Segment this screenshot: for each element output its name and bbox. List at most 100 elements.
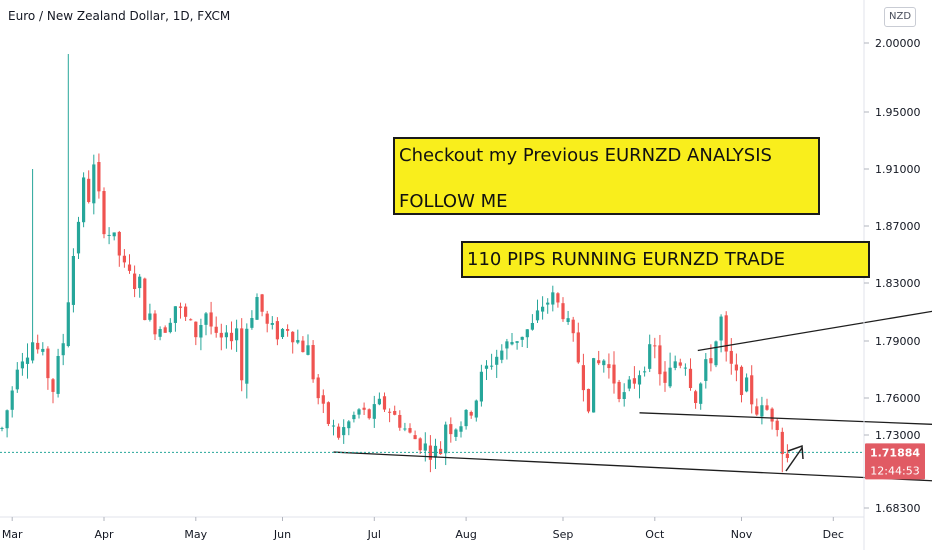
candle-body: [245, 329, 248, 384]
candle-body: [128, 265, 131, 271]
candle-body: [592, 358, 595, 412]
candle-body: [679, 362, 682, 365]
candle-body: [215, 327, 218, 333]
candle-body: [250, 318, 253, 328]
y-tick-label: 2.00000: [875, 37, 921, 50]
candle-body: [357, 409, 360, 414]
candle-body: [730, 351, 733, 364]
chart-title: Euro / New Zealand Dollar, 1D, FXCM: [8, 9, 230, 23]
candle-body: [714, 341, 717, 365]
candle-body: [648, 344, 651, 369]
trendlines-group: [334, 309, 932, 481]
candle-body: [663, 372, 666, 383]
candle-body: [694, 391, 697, 403]
candle-body: [674, 361, 677, 368]
x-tick-label: May: [184, 528, 207, 541]
candle-body: [373, 404, 376, 419]
candle-body: [225, 332, 228, 337]
candle-body: [475, 401, 478, 418]
currency-badge[interactable]: NZD: [884, 7, 916, 27]
candle-body: [414, 435, 417, 439]
candle-body: [618, 382, 621, 399]
candle-body: [57, 356, 60, 394]
y-tick-label: 1.79000: [875, 335, 921, 348]
arrow-icon: [786, 446, 803, 471]
candle-body: [403, 429, 406, 430]
candle-body: [653, 345, 656, 346]
x-tick-label: Aug: [455, 528, 476, 541]
x-tick-label: Dec: [823, 528, 844, 541]
candle-body: [709, 358, 712, 363]
candle-body: [41, 349, 44, 352]
trendline[interactable]: [334, 452, 932, 482]
candle-body: [546, 303, 549, 305]
candle-body: [138, 277, 141, 288]
candle-body: [261, 294, 264, 311]
candle-body: [347, 421, 350, 428]
candle-body: [765, 405, 768, 409]
candle-body: [607, 364, 610, 368]
candle-body: [204, 313, 207, 324]
candle-body: [449, 424, 452, 434]
price-tag-value: 1.71884: [870, 446, 920, 459]
candle-body: [77, 222, 80, 254]
candle-body: [424, 443, 427, 450]
candle-body: [306, 345, 309, 355]
candle-body: [159, 329, 162, 337]
candle-body: [199, 325, 202, 337]
candle-body: [322, 395, 325, 403]
candle-body: [123, 256, 126, 263]
candle-body: [368, 409, 371, 418]
trendline[interactable]: [640, 413, 932, 425]
candle-body: [148, 313, 151, 319]
candle-body: [337, 427, 340, 438]
candle-body: [291, 332, 294, 342]
candle-body: [495, 357, 498, 365]
x-tick-label: Nov: [731, 528, 753, 541]
candle-body: [26, 358, 29, 364]
candle-body: [398, 415, 401, 428]
candle-body: [352, 415, 355, 419]
candle-body: [577, 332, 580, 362]
candle-body: [699, 384, 702, 404]
candle-body: [776, 421, 779, 430]
candle-body: [755, 406, 758, 414]
note-line-2: FOLLOW ME: [399, 191, 508, 212]
candle-body: [72, 256, 75, 305]
candle-body: [587, 389, 590, 412]
candle-body: [174, 306, 177, 323]
candle-body: [638, 375, 641, 384]
y-tick-label: 1.87000: [875, 220, 921, 233]
candle-body: [500, 351, 503, 360]
candle-body: [67, 302, 70, 346]
candle-body: [164, 327, 167, 332]
candle-body: [408, 428, 411, 433]
candle-body: [230, 333, 233, 341]
candle-body: [556, 293, 559, 302]
candle-body: [689, 369, 692, 388]
candle-body: [210, 312, 213, 326]
candle-body: [465, 410, 468, 426]
candle-body: [684, 368, 687, 369]
candle-body: [536, 310, 539, 320]
candle-body: [312, 345, 315, 379]
candle-body: [561, 303, 564, 319]
candle-body: [658, 345, 661, 374]
candle-body: [490, 366, 493, 367]
candle-body: [439, 449, 442, 454]
candle-body: [51, 379, 54, 392]
candle-body: [704, 359, 707, 381]
candle-body: [113, 232, 116, 236]
note-line-3: 110 PIPS RUNNING EURNZD TRADE: [467, 249, 785, 270]
price-axis: 2.000001.950001.910001.870001.830001.790…: [864, 37, 921, 515]
x-tick-label: Mar: [2, 528, 23, 541]
candle-body: [271, 323, 274, 325]
candle-body: [87, 179, 90, 202]
y-tick-label: 1.73000: [875, 429, 921, 442]
candle-body: [582, 365, 585, 390]
candle-body: [62, 343, 65, 355]
candle-body: [444, 425, 447, 454]
candle-body: [750, 375, 753, 404]
